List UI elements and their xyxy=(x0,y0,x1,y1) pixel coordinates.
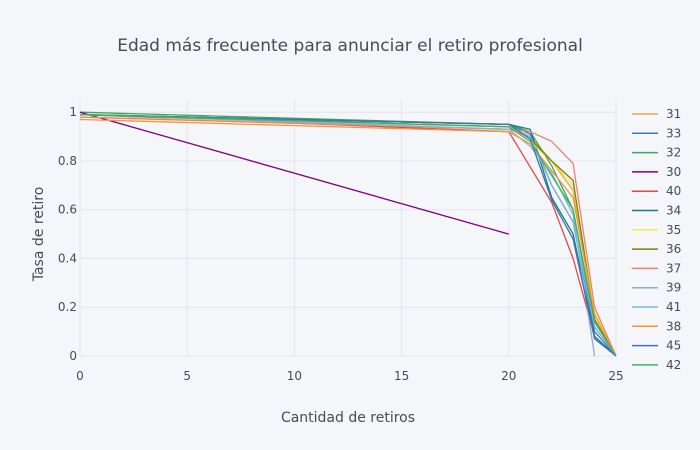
legend-item-30[interactable]: 30 xyxy=(632,165,681,179)
legend-item-40[interactable]: 40 xyxy=(632,184,681,198)
legend-label: 38 xyxy=(666,319,681,333)
legend-item-37[interactable]: 37 xyxy=(632,261,681,275)
legend-item-45[interactable]: 45 xyxy=(632,339,681,353)
legend-label: 36 xyxy=(666,242,681,256)
series-line-42 xyxy=(79,113,617,357)
legend[interactable]: 31 33 32 30 40 34 35 36 37 39 41 38 45 42 xyxy=(632,107,681,372)
legend-item-36[interactable]: 36 xyxy=(632,242,681,256)
y-tick-label: 0 xyxy=(69,349,77,363)
x-axis-ticks: 0 5 10 15 20 25 xyxy=(76,369,623,383)
x-tick-label: 25 xyxy=(608,369,623,383)
plot-area xyxy=(80,100,616,356)
legend-item-32[interactable]: 32 xyxy=(632,146,681,160)
y-axis-title: Tasa de retiro xyxy=(31,187,47,283)
series-line-45 xyxy=(79,113,617,357)
chart-title: Edad más frecuente para anunciar el reti… xyxy=(117,36,583,56)
legend-label: 31 xyxy=(666,107,681,121)
legend-label: 33 xyxy=(666,126,681,140)
series-lines xyxy=(79,111,617,357)
x-tick-label: 20 xyxy=(501,369,516,383)
legend-item-39[interactable]: 39 xyxy=(632,281,681,295)
legend-item-38[interactable]: 38 xyxy=(632,319,681,333)
legend-label: 42 xyxy=(666,358,681,372)
legend-label: 40 xyxy=(666,184,681,198)
legend-label: 37 xyxy=(666,261,681,275)
legend-label: 34 xyxy=(666,204,681,218)
legend-item-34[interactable]: 34 xyxy=(632,204,681,218)
y-tick-label: 0.2 xyxy=(58,300,77,314)
legend-item-31[interactable]: 31 xyxy=(632,107,681,121)
x-axis-title: Cantidad de retiros xyxy=(281,410,415,426)
legend-label: 32 xyxy=(666,146,681,160)
y-tick-label: 0.6 xyxy=(58,203,77,217)
series-line-30 xyxy=(79,111,509,235)
legend-label: 35 xyxy=(666,223,681,237)
legend-item-35[interactable]: 35 xyxy=(632,223,681,237)
y-axis-ticks: 0 0.2 0.4 0.6 0.8 1 xyxy=(58,105,77,363)
legend-label: 39 xyxy=(666,281,681,295)
legend-item-42[interactable]: 42 xyxy=(632,358,681,372)
legend-item-33[interactable]: 33 xyxy=(632,126,681,140)
legend-label: 45 xyxy=(666,339,681,353)
x-tick-label: 0 xyxy=(76,369,84,383)
legend-label: 41 xyxy=(666,300,681,314)
y-tick-label: 0.4 xyxy=(58,251,77,265)
x-tick-label: 5 xyxy=(183,369,191,383)
series-line-38 xyxy=(79,118,617,357)
y-tick-label: 0.8 xyxy=(58,154,77,168)
x-tick-label: 15 xyxy=(394,369,409,383)
y-tick-label: 1 xyxy=(69,105,77,119)
x-tick-label: 10 xyxy=(287,369,302,383)
legend-item-41[interactable]: 41 xyxy=(632,300,681,314)
legend-label: 30 xyxy=(666,165,681,179)
